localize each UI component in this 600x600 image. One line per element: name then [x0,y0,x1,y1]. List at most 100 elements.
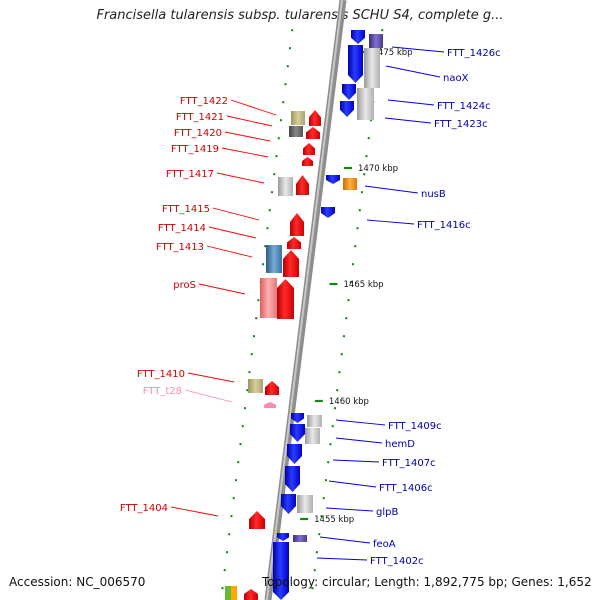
feature-box [225,586,231,600]
feature-box [260,278,277,318]
feature-box [289,126,303,137]
label-leader [364,185,419,194]
reverse-gene-label: naoX [443,73,469,84]
label-leader [391,46,445,53]
backbone [264,0,347,600]
forward-gene-label: FTT_1410 [137,369,185,380]
forward-gene [290,213,304,236]
forward-gene [309,110,321,126]
forward-gene-label: FTT_1404 [120,503,168,514]
label-leader [216,172,265,184]
reverse-gene-label: hemD [385,439,415,450]
label-leader [325,507,374,512]
gene-features [225,30,383,600]
reverse-gene-label: FTT_1407c [382,458,436,469]
scale-label: 1470 kbp [358,164,398,174]
reverse-gene [342,84,356,100]
feature-box [307,415,322,427]
reverse-gene [326,175,340,184]
summary-text: Topology: circular; Length: 1,892,775 bp… [262,575,592,589]
forward-gene-label: FTT_1421 [176,112,224,123]
forward-gene-label: proS [173,280,196,291]
scale-label: 1465 kbp [344,280,384,290]
reverse-gene [273,542,289,600]
reverse-gene [287,444,302,464]
forward-gene-label: FTT_1415 [162,204,210,215]
reverse-gene-label: FTT_1423c [434,119,488,130]
reverse-gene-label: FTT_1402c [370,556,424,567]
forward-gene [277,279,294,319]
label-leader [387,99,435,106]
feature-box [266,245,282,273]
forward-gene-label: FTT_1420 [174,128,222,139]
forward-gene-label: FTT_1417 [166,169,214,180]
reverse-gene [281,494,296,514]
reverse-gene-label: FTT_1416c [417,220,471,231]
reverse-gene-label: FTT_1406c [379,483,433,494]
label-leader [206,245,253,258]
reverse-gene [277,533,289,541]
scale-label: 1460 kbp [329,397,369,407]
scale-label: 1455 kbp [314,515,354,525]
forward-gene [265,381,279,395]
label-leader [187,372,235,383]
map-title: Francisella tularensis subsp. tularensis… [96,8,504,23]
forward-gene [244,589,258,600]
feature-box [297,495,313,513]
feature-box [231,586,237,600]
label-leader [226,115,273,127]
forward-gene-label: FTT_1422 [180,96,228,107]
gene-labels: FTT_1422 FTT_1421 FTT_1420 FTT_1419 FTT_1417… [120,46,501,567]
reverse-gene-label: FTT_1409c [388,421,442,432]
label-leader [208,226,257,239]
forward-gene [296,175,309,195]
label-leader [328,480,377,488]
forward-gene-label: FTT_1413 [156,242,204,253]
reverse-gene-label: FTT_1426c [447,48,501,59]
reverse-gene [291,413,304,423]
forward-gene-label: FTT_1419 [171,144,219,155]
label-leader [332,459,380,463]
label-leader [198,283,246,295]
accession-text: Accession: NC_006570 [9,575,146,589]
forward-gene [283,250,299,277]
forward-gene [303,143,315,155]
label-leader [184,389,233,403]
label-leader [170,506,219,517]
reverse-gene [348,45,363,83]
feature-box [343,178,357,190]
reverse-gene [340,101,354,117]
label-leader [366,219,415,225]
label-leader [335,437,383,444]
label-leader [224,131,271,142]
label-leader [385,65,441,78]
forward-gene [249,511,265,529]
feature-box [357,88,374,120]
reverse-gene-label: FTT_1424c [437,101,491,112]
label-leader [316,557,368,561]
label-leader [335,419,386,426]
forward-gene [287,237,301,249]
feature-box [278,177,293,196]
feature-box [369,34,383,48]
trna-gene [264,402,276,408]
reverse-gene [321,207,335,218]
forward-gene-label: FTT_1414 [158,223,206,234]
reverse-gene [285,466,300,492]
reverse-gene-label: nusB [421,189,446,200]
feature-box [305,428,320,444]
scale-label: 1475 kbp [373,48,413,58]
label-leader [384,117,432,124]
label-leader [221,147,269,158]
feature-box [248,379,263,393]
reverse-gene-label: glpB [376,507,398,518]
reverse-gene [290,424,305,442]
label-leader [319,536,371,544]
reverse-gene [351,30,365,44]
label-leader [212,207,260,221]
forward-gene [302,157,313,166]
feature-box [364,48,380,88]
forward-gene-label: FTT_t28 [143,386,182,397]
feature-box [291,111,305,125]
